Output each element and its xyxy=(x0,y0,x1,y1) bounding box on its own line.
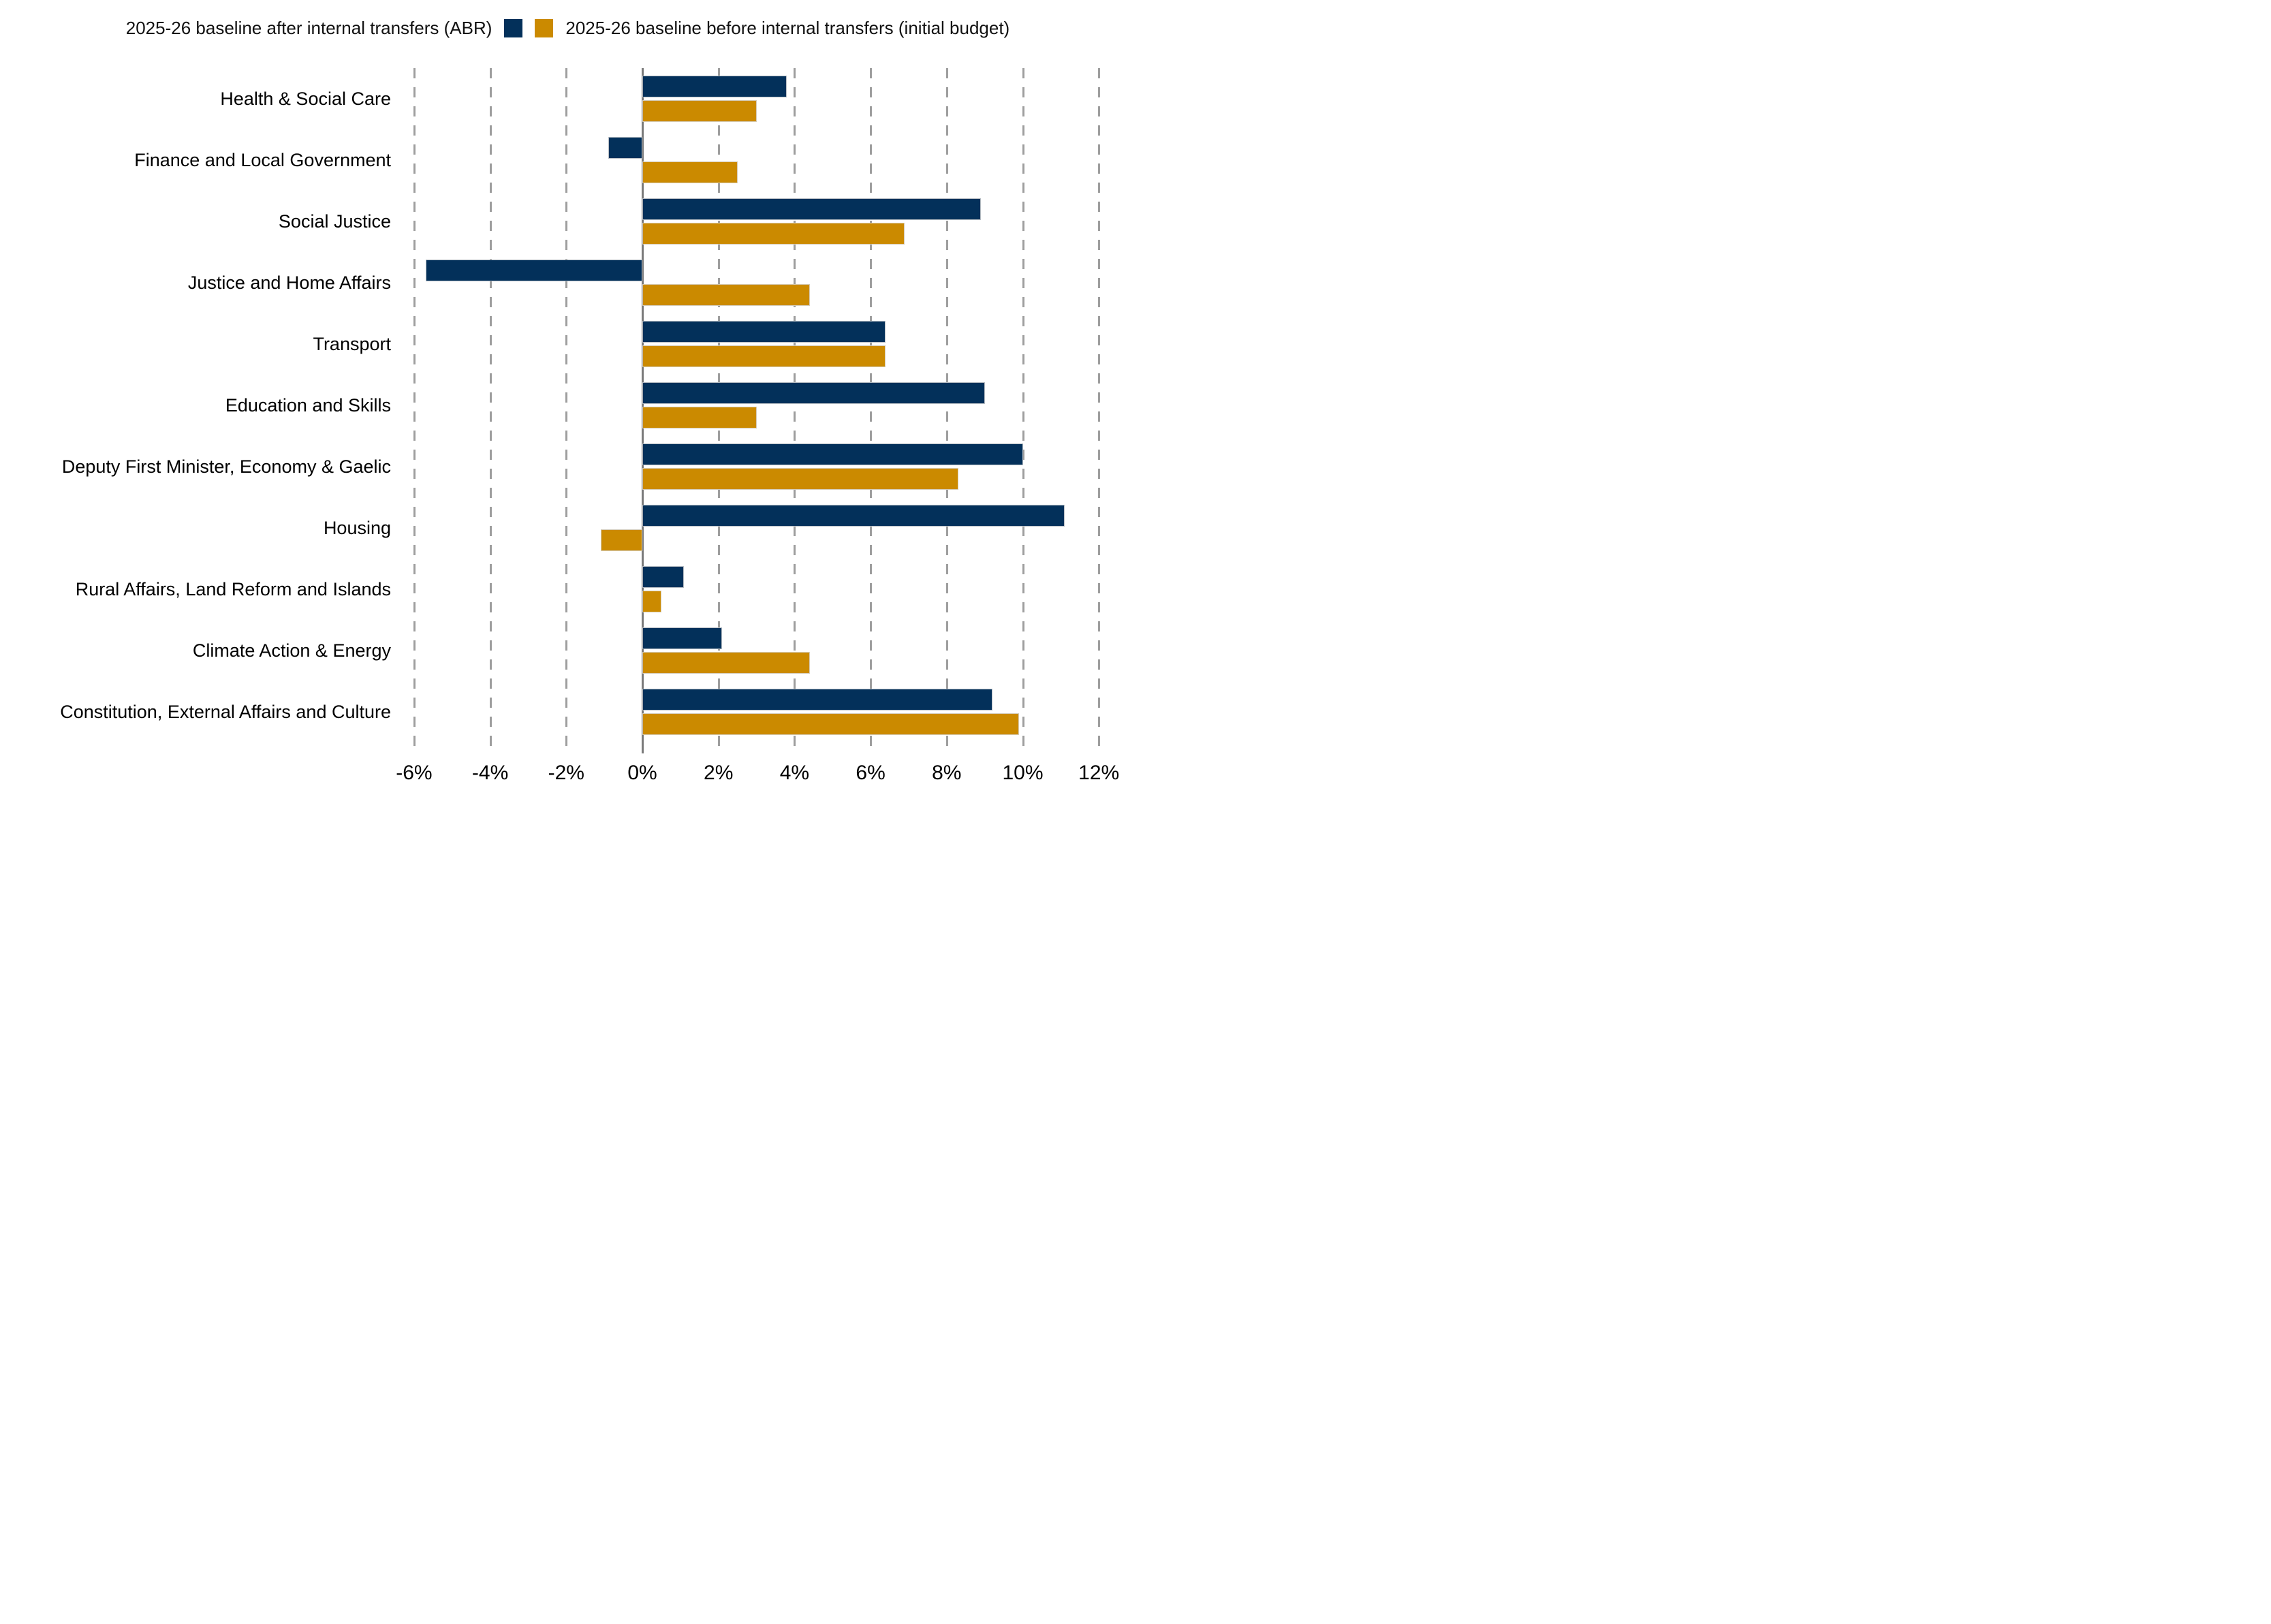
x-tick-label: -2% xyxy=(548,762,584,784)
bar-after-5 xyxy=(642,321,886,343)
x-tick-label: 6% xyxy=(856,762,886,784)
bar-before-8 xyxy=(600,529,642,551)
bar-group xyxy=(403,620,1123,681)
x-tick-label: -4% xyxy=(471,762,509,784)
bar-before-7 xyxy=(642,468,958,490)
category-label: Justice and Home Affairs xyxy=(187,272,391,293)
category-label: Housing xyxy=(323,517,391,538)
category-label: Rural Affairs, Land Reform and Islands xyxy=(75,578,391,599)
legend-label-after: 2025-26 baseline after internal transfer… xyxy=(125,18,492,38)
bar-after-11 xyxy=(642,689,992,710)
bar-group xyxy=(403,559,1123,620)
bar-before-10 xyxy=(642,652,810,674)
bar-before-3 xyxy=(642,223,905,245)
bar-group xyxy=(403,375,1123,436)
legend-swatch-before-color xyxy=(535,19,554,37)
bar-before-2 xyxy=(642,161,738,183)
bar-group xyxy=(403,436,1123,497)
x-tick-label: 10% xyxy=(1002,762,1044,784)
bar-group xyxy=(403,313,1123,375)
plot-area: Health & Social Care Finance and Local Go… xyxy=(0,68,1136,743)
legend-label-before: 2025-26 baseline before internal transfe… xyxy=(565,18,1010,38)
legend-swatch-after-color xyxy=(504,19,523,37)
bar-after-6 xyxy=(642,382,985,404)
bar-group xyxy=(403,68,1123,129)
bar-after-2 xyxy=(608,137,642,159)
bar-before-11 xyxy=(642,713,1019,735)
bar-after-1 xyxy=(642,76,787,97)
bar-group xyxy=(403,681,1123,743)
category-label: Health & Social Care xyxy=(220,88,391,109)
bar-before-6 xyxy=(642,407,757,428)
bar-after-7 xyxy=(642,443,1023,465)
category-label: Deputy First Minister, Economy & Gaelic xyxy=(61,456,391,477)
bar-after-4 xyxy=(425,260,642,281)
category-row: Climate Action & Energy xyxy=(0,620,1136,681)
category-row: Transport xyxy=(0,313,1136,375)
bar-group xyxy=(403,129,1123,191)
category-label: Social Justice xyxy=(278,210,391,232)
category-label: Climate Action & Energy xyxy=(192,640,391,661)
x-tick-label: 12% xyxy=(1078,762,1120,784)
x-tick-label: 0% xyxy=(627,762,657,784)
category-label: Education and Skills xyxy=(225,394,391,416)
bar-before-4 xyxy=(642,284,810,306)
category-label: Finance and Local Government xyxy=(134,149,391,170)
bar-before-1 xyxy=(642,100,757,122)
x-tick-label: 8% xyxy=(932,762,962,784)
bar-after-3 xyxy=(642,198,982,220)
bar-after-10 xyxy=(642,627,723,649)
x-tick-label: 4% xyxy=(779,762,810,784)
bar-group xyxy=(403,497,1123,559)
bar-group xyxy=(403,191,1123,252)
category-label: Constitution, External Affairs and Cultu… xyxy=(60,701,391,722)
category-row: Justice and Home Affairs xyxy=(0,252,1136,313)
category-row: Housing xyxy=(0,497,1136,559)
bar-group xyxy=(403,252,1123,313)
bar-after-8 xyxy=(642,505,1065,527)
category-row: Health & Social Care xyxy=(0,68,1136,129)
x-axis-tick-labels: -6% -4% -2% 0% 2% 4% 6% 8% 10% 12% xyxy=(396,762,1123,796)
bar-chart-figure: 2025-26 baseline after internal transfer… xyxy=(0,0,1136,812)
bar-before-5 xyxy=(642,345,886,367)
chart-legend: 2025-26 baseline after internal transfer… xyxy=(0,18,1136,39)
bar-after-9 xyxy=(642,566,685,588)
category-row: Rural Affairs, Land Reform and Islands xyxy=(0,559,1136,620)
category-row: Deputy First Minister, Economy & Gaelic xyxy=(0,436,1136,497)
category-row: Constitution, External Affairs and Cultu… xyxy=(0,681,1136,743)
category-label: Transport xyxy=(313,333,391,354)
category-row: Education and Skills xyxy=(0,375,1136,436)
bar-before-9 xyxy=(642,591,661,612)
category-row: Finance and Local Government xyxy=(0,129,1136,191)
x-tick-label: -6% xyxy=(396,762,433,784)
x-tick-label: 2% xyxy=(704,762,734,784)
category-row: Social Justice xyxy=(0,191,1136,252)
